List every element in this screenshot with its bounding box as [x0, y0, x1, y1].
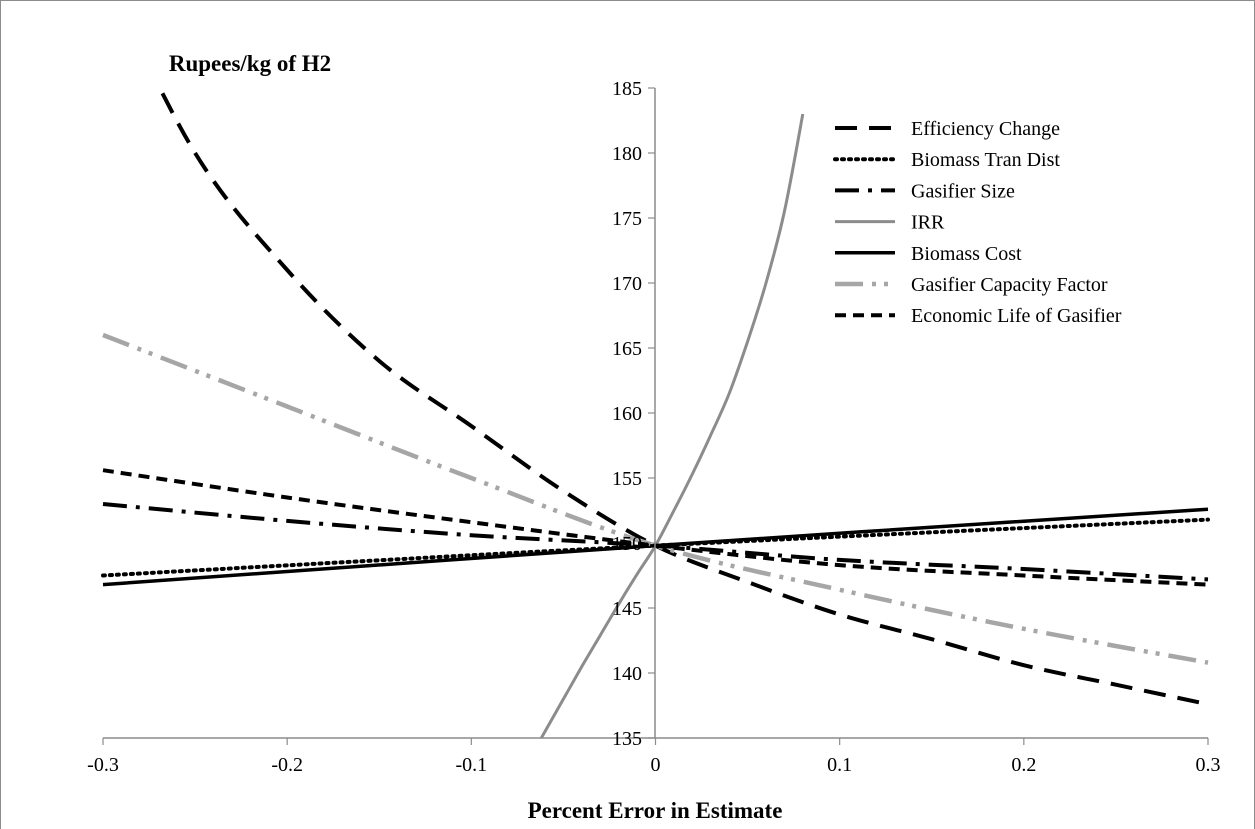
- x-tick-label: 0.1: [827, 754, 852, 776]
- chart-title: Rupees/kg of H2: [169, 51, 331, 76]
- series-line-gasifier-capacity-factor: [102, 332, 1209, 665]
- x-tick-label: -0.2: [271, 754, 303, 776]
- y-tick-label: 185: [612, 78, 642, 100]
- legend-entry: Biomass Tran Dist: [833, 149, 1060, 171]
- legend-entry: Gasifier Size: [835, 180, 1015, 202]
- y-tick-label: 175: [612, 208, 642, 230]
- legend: Efficiency Change Biomass Tran Dist Gasifi…: [833, 118, 1122, 327]
- x-axis-label: Percent Error in Estimate: [528, 798, 783, 823]
- legend-label: Biomass Cost: [911, 243, 1022, 265]
- y-tick-label: 180: [612, 143, 642, 165]
- y-tick-label: 170: [612, 273, 642, 295]
- x-tick-label: 0.3: [1196, 754, 1221, 776]
- legend-entry: Efficiency Change: [835, 118, 1060, 140]
- legend-label: Gasifier Capacity Factor: [911, 274, 1108, 296]
- x-tick-label: 0.2: [1011, 754, 1036, 776]
- legend-label: Biomass Tran Dist: [911, 149, 1060, 171]
- x-tick-label: 0: [651, 754, 661, 776]
- legend-label: Gasifier Size: [911, 180, 1015, 202]
- legend-entry: IRR: [835, 212, 945, 234]
- x-tick-label: -0.1: [455, 754, 487, 776]
- legend-label: Efficiency Change: [911, 118, 1060, 140]
- legend-entry: Biomass Cost: [835, 243, 1022, 265]
- y-tick-label: 155: [612, 468, 642, 490]
- y-tick-label: 145: [612, 598, 642, 620]
- x-tick-label: -0.3: [87, 754, 119, 776]
- series-line-irr: [539, 113, 805, 738]
- y-tick-label: 150: [612, 533, 642, 555]
- y-tick-label: 160: [612, 403, 642, 425]
- y-tick-label: 135: [612, 728, 642, 750]
- series-line-economic-life-of-gasifier: [102, 468, 1209, 587]
- series-line-efficiency-change: [157, 88, 1209, 707]
- legend-entry: Economic Life of Gasifier: [835, 305, 1122, 327]
- legend-entry: Gasifier Capacity Factor: [835, 274, 1108, 296]
- y-tick-label: 165: [612, 338, 642, 360]
- y-tick-label: 140: [612, 663, 642, 685]
- legend-label: Economic Life of Gasifier: [911, 305, 1122, 327]
- legend-label: IRR: [911, 212, 945, 234]
